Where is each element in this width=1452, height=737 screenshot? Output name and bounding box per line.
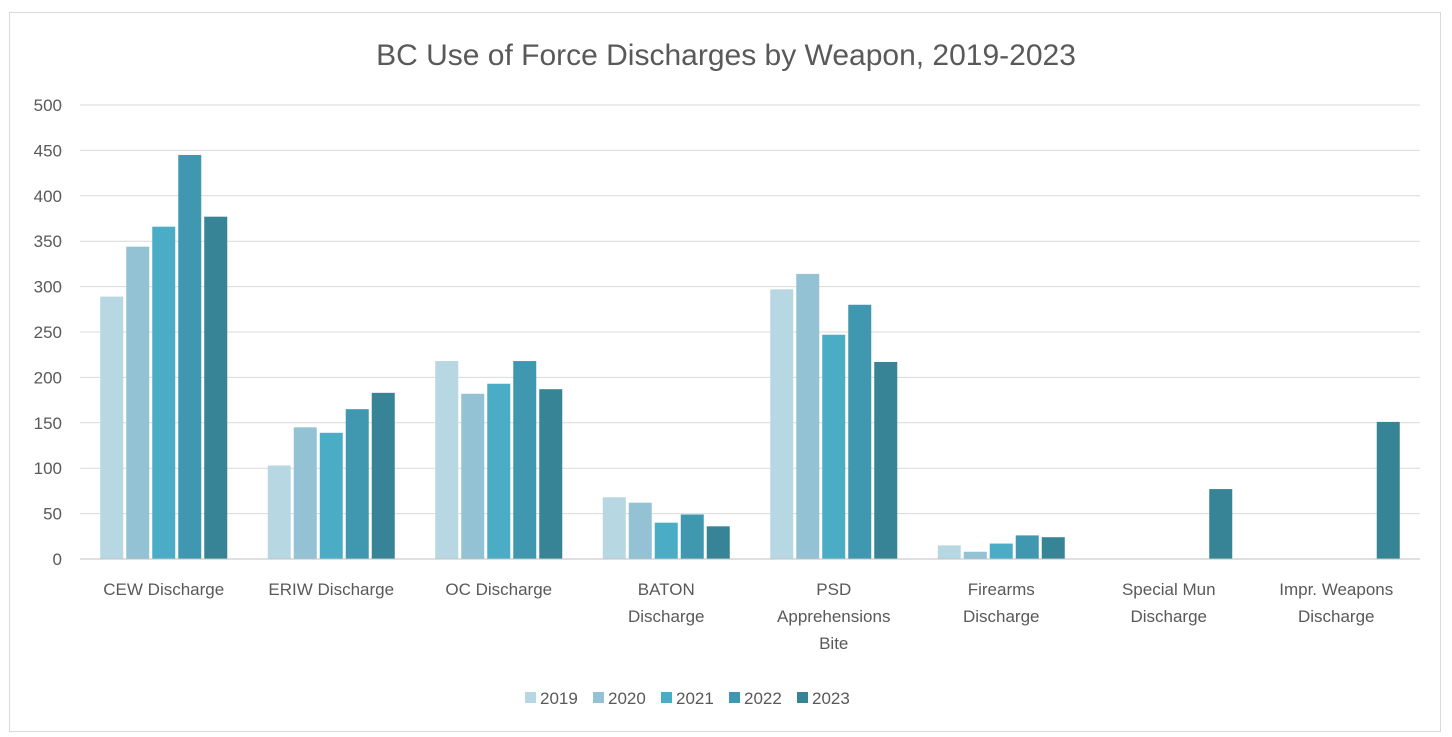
- bar-2022-cat-2: [513, 361, 537, 559]
- bar-2022-cat-0: [178, 154, 202, 559]
- legend-label-2019: 2019: [540, 689, 578, 708]
- bar-2023-cat-0: [204, 216, 228, 559]
- category-label: OC Discharge: [445, 580, 552, 599]
- bar-2023-cat-1: [371, 392, 395, 559]
- bar-2023-cat-5: [1041, 537, 1065, 559]
- legend-swatch-2020: [593, 692, 604, 703]
- gridlines: [80, 104, 1420, 515]
- category-label: Apprehensions: [777, 607, 890, 626]
- bar-2020-cat-5: [963, 551, 987, 559]
- legend: 2019 2020 2021 2022 2023: [525, 689, 850, 708]
- legend-label-2023: 2023: [812, 689, 850, 708]
- y-tick-label: 350: [34, 232, 62, 251]
- y-tick-label: 400: [34, 187, 62, 206]
- category-label: BATON: [638, 580, 695, 599]
- chart-title: BC Use of Force Discharges by Weapon, 20…: [376, 39, 1076, 72]
- bar-2022-cat-5: [1015, 535, 1039, 559]
- bar-2021-cat-5: [989, 543, 1013, 559]
- category-label: Bite: [819, 634, 848, 653]
- category-label: PSD: [816, 580, 851, 599]
- bars: [100, 154, 1400, 559]
- y-tick-label: 500: [34, 96, 62, 115]
- legend-label-2020: 2020: [608, 689, 646, 708]
- legend-swatch-2022: [729, 692, 740, 703]
- bar-2023-cat-6: [1209, 489, 1233, 559]
- legend-swatch-2019: [525, 692, 536, 703]
- legend-swatch-2021: [661, 692, 672, 703]
- bar-2023-cat-4: [874, 361, 898, 559]
- bar-2021-cat-3: [654, 522, 678, 559]
- y-tick-label: 150: [34, 414, 62, 433]
- category-label: Discharge: [963, 607, 1040, 626]
- category-label: Discharge: [628, 607, 705, 626]
- bar-2022-cat-1: [345, 409, 369, 559]
- category-label: Discharge: [1130, 607, 1207, 626]
- y-tick-label: 250: [34, 323, 62, 342]
- bar-2020-cat-1: [293, 427, 317, 559]
- bar-2019-cat-5: [937, 545, 961, 559]
- y-tick-label: 0: [53, 550, 62, 569]
- y-tick-label: 50: [43, 505, 62, 524]
- bar-2020-cat-2: [461, 393, 485, 559]
- y-tick-label: 300: [34, 278, 62, 297]
- bar-2022-cat-3: [680, 514, 704, 559]
- category-label: CEW Discharge: [103, 580, 224, 599]
- category-label: Discharge: [1298, 607, 1375, 626]
- bar-2021-cat-2: [487, 383, 511, 559]
- bar-2021-cat-0: [152, 226, 176, 559]
- bar-2020-cat-0: [126, 246, 150, 559]
- bar-2019-cat-3: [602, 497, 626, 559]
- y-axis-ticks: 0 50 100 150 200 250 300 350 400 450 500: [34, 96, 62, 569]
- bar-2023-cat-7: [1376, 421, 1400, 559]
- bar-2020-cat-3: [628, 502, 652, 559]
- legend-swatch-2023: [797, 692, 808, 703]
- bar-2019-cat-2: [435, 361, 459, 559]
- legend-label-2022: 2022: [744, 689, 782, 708]
- category-label: ERIW Discharge: [268, 580, 394, 599]
- category-label: Special Mun: [1122, 580, 1216, 599]
- y-tick-label: 200: [34, 368, 62, 387]
- legend-label-2021: 2021: [676, 689, 714, 708]
- y-tick-label: 100: [34, 459, 62, 478]
- bar-2021-cat-1: [319, 432, 343, 559]
- category-label: Impr. Weapons: [1279, 580, 1393, 599]
- bar-2019-cat-4: [770, 289, 794, 559]
- category-label: Firearms: [968, 580, 1035, 599]
- bar-2021-cat-4: [822, 334, 846, 559]
- category-labels: CEW Discharge ERIW Discharge OC Discharge B…: [103, 580, 1393, 653]
- bar-2022-cat-4: [848, 304, 872, 559]
- y-tick-label: 450: [34, 141, 62, 160]
- bar-2019-cat-0: [100, 296, 124, 559]
- bar-chart: BC Use of Force Discharges by Weapon, 20…: [34, 39, 1420, 708]
- bar-2019-cat-1: [267, 465, 291, 559]
- bar-2023-cat-2: [539, 389, 563, 559]
- bar-2020-cat-4: [796, 273, 820, 559]
- chart-frame: BC Use of Force Discharges by Weapon, 20…: [9, 12, 1441, 732]
- bar-2023-cat-3: [706, 526, 730, 559]
